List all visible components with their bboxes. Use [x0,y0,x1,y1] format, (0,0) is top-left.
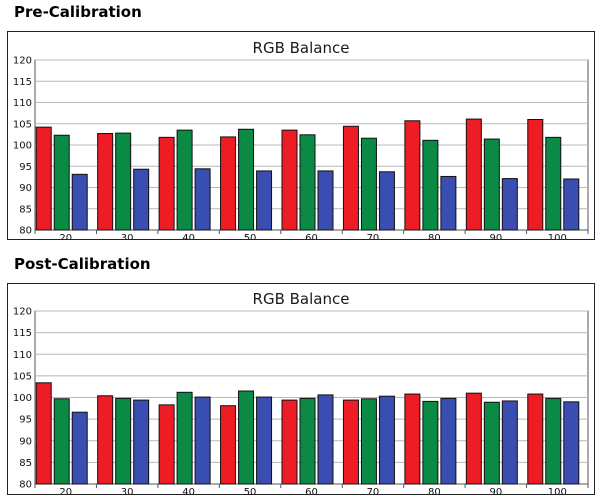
bar-red [281,399,298,485]
bar-blue [440,175,457,231]
y-tick-label: 100 [13,393,32,404]
y-tick-label: 110 [13,98,32,109]
bar-red [465,392,482,485]
y-tick-label: 120 [13,56,32,67]
x-tick-label: 50 [244,233,257,239]
bar-green [53,134,70,231]
y-tick-label: 120 [13,307,32,318]
y-tick-label: 90 [19,436,32,447]
chart-title: RGB Balance [253,39,350,57]
y-tick-label: 85 [19,204,32,215]
bar-green [176,129,193,231]
y-tick-label: 100 [13,141,32,152]
bar-blue [563,178,580,231]
bar-green [483,401,500,485]
x-tick-label: 70 [367,233,380,239]
y-tick-label: 95 [19,415,32,426]
bar-red [35,126,52,231]
bar-green [299,134,316,231]
bar-red [35,382,52,485]
bar-red [342,399,359,485]
bar-red [465,118,482,231]
bar-green [115,397,132,485]
x-tick-label: 20 [59,487,72,494]
bar-blue [501,178,518,231]
post-calibration-chart-panel: RGB Balance 80 85 90 95 100 105 110 115 120 20 30 40… [7,283,595,495]
bar-blue [133,399,150,485]
bar-red [342,125,359,231]
x-tick-label: 60 [305,487,318,494]
x-tick-label: 100 [548,233,567,239]
x-tick-label: 40 [182,487,195,494]
bar-green [360,137,377,231]
x-tick-label: 60 [305,233,318,239]
y-tick-label: 115 [13,77,32,88]
bar-blue [71,411,88,485]
bar-blue [256,170,273,231]
bar-green [176,391,193,485]
bar-blue [133,168,150,231]
bar-blue [256,396,273,485]
post-calibration-heading: Post-Calibration [14,255,151,273]
x-tick-label: 80 [428,487,441,494]
bar-blue [71,173,88,231]
bar-green [483,138,500,231]
pre-calibration-heading: Pre-Calibration [14,3,142,21]
bar-red [527,119,544,231]
pre-calibration-chart-panel: RGB Balance 80 85 90 95 100 105 110 115 120 20 30 40… [7,31,595,240]
bar-green [299,397,316,485]
x-tick-label: 90 [489,233,502,239]
bar-green [115,132,132,231]
y-tick-label: 105 [13,119,32,130]
pre-calibration-chart: RGB Balance 80 85 90 95 100 105 110 115 120 20 30 40… [13,39,589,239]
x-tick-label: 90 [489,487,502,494]
x-tick-label: 30 [121,233,134,239]
bar-green [53,398,70,485]
y-tick-label: 80 [19,226,32,237]
bar-blue [501,400,518,485]
y-tick-label: 115 [13,328,32,339]
bar-red [220,405,237,485]
bar-blue [378,395,395,485]
y-tick-label: 95 [19,162,32,173]
y-tick-label: 80 [19,480,32,491]
y-tick-label: 105 [13,371,32,382]
bar-blue [378,171,395,231]
bar-red [404,120,421,231]
bar-blue [440,397,457,485]
y-tick-label: 110 [13,350,32,361]
bar-red [404,393,421,485]
bar-red [158,404,175,485]
x-tick-label: 30 [121,487,134,494]
bar-green [422,139,439,231]
bar-blue [194,168,211,231]
bar-blue [194,396,211,485]
bar-red [97,133,114,231]
chart-title: RGB Balance [253,290,350,308]
bar-blue [563,401,580,485]
y-tick-label: 90 [19,183,32,194]
bar-green [545,136,562,231]
post-calibration-chart: RGB Balance 80 85 90 95 100 105 110 115 120 20 30 40… [13,290,589,494]
x-tick-label: 20 [59,233,72,239]
bar-red [527,393,544,485]
x-tick-label: 40 [182,233,195,239]
bar-blue [317,394,334,485]
bar-green [238,128,255,231]
y-tick-label: 85 [19,458,32,469]
bar-red [281,129,298,231]
bar-red [97,395,114,485]
bar-blue [317,170,334,231]
bar-green [238,390,255,485]
bar-green [545,397,562,485]
bar-green [360,398,377,485]
x-tick-label: 80 [428,233,441,239]
bar-red [158,136,175,231]
x-tick-label: 70 [367,487,380,494]
bar-green [422,400,439,485]
x-tick-label: 50 [244,487,257,494]
bar-red [220,136,237,231]
x-tick-label: 100 [548,487,567,494]
